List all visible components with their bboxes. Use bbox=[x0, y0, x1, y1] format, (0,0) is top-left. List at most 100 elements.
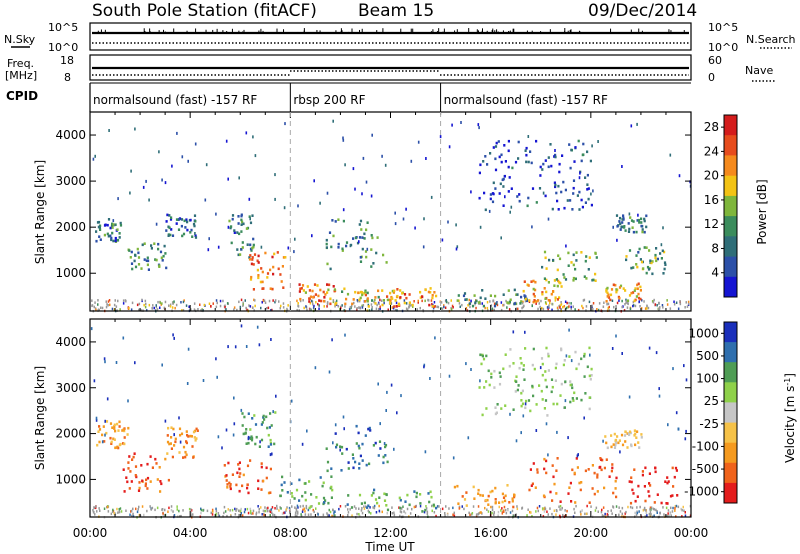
velocity-echoes bbox=[90, 324, 692, 519]
echo-cell bbox=[475, 515, 478, 518]
echo-cell bbox=[488, 383, 491, 387]
echo-cell bbox=[308, 300, 311, 303]
echo-cell bbox=[624, 430, 627, 433]
echo-cell bbox=[194, 142, 197, 146]
echo-cell bbox=[229, 485, 232, 488]
echo-cell bbox=[574, 267, 577, 271]
date-label: 09/Dec/2014 bbox=[588, 1, 697, 21]
echo-cell bbox=[113, 512, 115, 515]
echo-cell bbox=[560, 285, 563, 288]
echo-cell bbox=[584, 392, 587, 395]
echo-cell bbox=[179, 515, 181, 518]
echo-cell bbox=[605, 288, 608, 292]
echo-cell bbox=[468, 298, 470, 302]
echo-cell bbox=[653, 501, 656, 504]
echo-cell bbox=[556, 298, 559, 301]
echo-cell bbox=[512, 505, 515, 509]
echo-cell bbox=[266, 272, 270, 275]
echo-cell bbox=[641, 230, 644, 234]
echo-cell bbox=[276, 507, 278, 510]
echo-cell bbox=[570, 148, 573, 152]
echo-cell bbox=[486, 163, 489, 166]
echo-cell bbox=[189, 218, 192, 222]
echo-cell bbox=[544, 194, 547, 198]
echo-cell bbox=[245, 131, 248, 135]
echo-cell bbox=[563, 305, 565, 308]
echo-cell bbox=[190, 228, 193, 232]
echo-cell bbox=[233, 306, 236, 309]
echo-cell bbox=[233, 229, 236, 232]
echo-cell bbox=[91, 299, 93, 302]
echo-cell bbox=[610, 434, 613, 437]
echo-cell bbox=[248, 258, 252, 261]
echo-cell bbox=[632, 291, 635, 294]
echo-cell bbox=[408, 306, 410, 309]
echo-cell bbox=[498, 382, 502, 386]
echo-cell bbox=[575, 397, 578, 400]
echo-cell bbox=[501, 492, 504, 496]
echo-cell bbox=[102, 425, 105, 428]
echo-cell bbox=[534, 280, 537, 284]
echo-cell bbox=[502, 204, 505, 207]
echo-cell bbox=[94, 513, 96, 516]
echo-cell bbox=[325, 246, 328, 249]
echo-cell bbox=[621, 305, 623, 309]
echo-cell bbox=[356, 299, 359, 302]
echo-cell bbox=[600, 468, 603, 472]
echo-cell bbox=[326, 302, 329, 306]
echo-cell bbox=[556, 284, 559, 288]
echo-cell bbox=[633, 468, 636, 471]
echo-cell bbox=[258, 343, 261, 347]
echo-cell bbox=[432, 503, 435, 507]
echo-cell bbox=[593, 492, 596, 496]
colorbar-segment bbox=[724, 462, 737, 484]
echo-cell bbox=[113, 438, 116, 441]
echo-cell bbox=[507, 190, 510, 193]
echo-cell bbox=[403, 510, 405, 513]
echo-cell bbox=[425, 507, 428, 510]
echo-cell bbox=[456, 245, 459, 249]
echo-cell bbox=[332, 119, 334, 123]
echo-cell bbox=[648, 249, 651, 252]
echo-cell bbox=[261, 280, 264, 284]
echo-cell bbox=[161, 508, 163, 511]
echo-cell bbox=[506, 484, 509, 487]
echo-cell bbox=[403, 299, 406, 302]
echo-cell bbox=[362, 304, 365, 307]
echo-cell bbox=[492, 146, 495, 149]
echo-cell bbox=[364, 250, 368, 253]
echo-cell bbox=[461, 505, 463, 508]
echo-cell bbox=[567, 492, 570, 495]
echo-cell bbox=[531, 384, 534, 388]
echo-cell bbox=[559, 500, 562, 503]
echo-cell bbox=[189, 231, 192, 234]
echo-cell bbox=[524, 406, 527, 410]
echo-cell bbox=[260, 506, 262, 509]
echo-cell bbox=[658, 387, 660, 391]
echo-cell bbox=[170, 436, 173, 439]
echo-cell bbox=[508, 308, 511, 311]
echo-cell bbox=[465, 298, 468, 301]
echo-cell bbox=[664, 480, 667, 483]
echo-cell bbox=[665, 506, 668, 510]
echo-cell bbox=[513, 494, 516, 497]
echo-cell bbox=[489, 490, 492, 494]
echo-cell bbox=[546, 414, 549, 417]
echo-cell bbox=[246, 308, 248, 312]
echo-cell bbox=[502, 185, 505, 188]
echo-cell bbox=[555, 362, 558, 366]
echo-cell bbox=[95, 230, 98, 233]
echo-cell bbox=[378, 504, 380, 508]
echo-cell bbox=[541, 306, 543, 310]
echo-cell bbox=[685, 301, 687, 304]
echo-cell bbox=[234, 513, 237, 516]
echo-cell bbox=[219, 304, 222, 308]
echo-cell bbox=[428, 500, 431, 504]
echo-cell bbox=[160, 482, 163, 486]
echo-cell bbox=[582, 299, 585, 302]
echo-cell bbox=[347, 508, 349, 511]
echo-cell bbox=[272, 513, 274, 516]
echo-cell bbox=[145, 179, 147, 183]
echo-cell bbox=[96, 221, 100, 224]
